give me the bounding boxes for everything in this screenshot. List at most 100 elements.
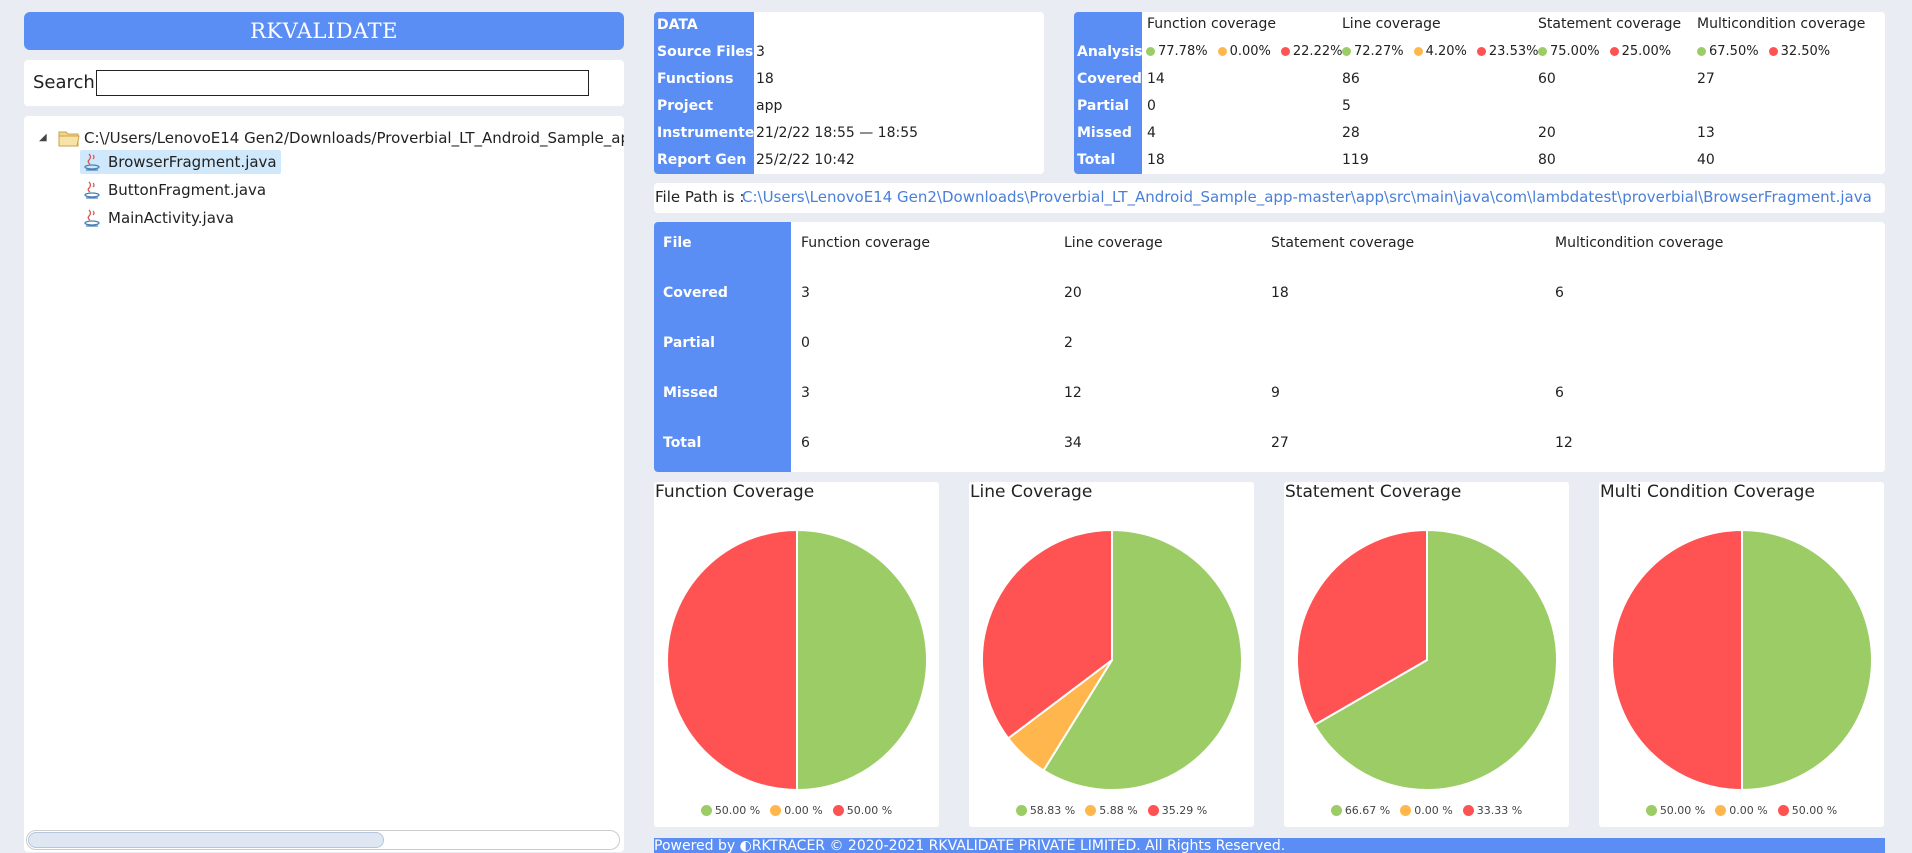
legend-item[interactable]: 0.00 %: [770, 804, 823, 817]
legend-label: 58.83 %: [1029, 804, 1076, 817]
scrollbar-thumb[interactable]: [28, 832, 384, 848]
status-dot-icon: [1217, 47, 1227, 56]
tree-root-folder[interactable]: C:\/Users/LenovoE14 Gen2/Downloads/Prove…: [84, 129, 624, 147]
column-header: Function coverage: [1147, 16, 1276, 32]
missed-slice[interactable]: [1296, 528, 1428, 727]
legend-item[interactable]: 50.00 %: [1645, 804, 1705, 817]
row-value: app: [756, 98, 783, 114]
row-key: Partial: [663, 335, 715, 351]
table-cell: 28: [1342, 125, 1360, 141]
legend-item[interactable]: 50.00 %: [1777, 804, 1837, 817]
covered-slice[interactable]: [1042, 528, 1243, 791]
row-key: Report Gen: [654, 147, 754, 174]
covered-slice[interactable]: [1741, 528, 1873, 792]
legend-dot-icon: [1330, 805, 1342, 816]
status-dot-icon: [1280, 47, 1290, 56]
table-cell: 34: [1064, 435, 1082, 451]
legend-dot-icon: [832, 805, 844, 816]
chart-title: Function Coverage: [655, 482, 815, 502]
legend-item[interactable]: 50.00 %: [700, 804, 761, 817]
table-cell: 119: [1342, 152, 1369, 168]
analysis-percentages: 77.78% 0.00% 22.22%: [1146, 44, 1352, 60]
percent-value: 25.00%: [1621, 44, 1672, 59]
chart-title: Statement Coverage: [1285, 482, 1462, 502]
tree-file-label: MainActivity.java: [108, 209, 234, 227]
chart-legend: 58.83 % 5.88 % 35.29 %: [969, 804, 1254, 817]
legend-item[interactable]: 58.83 %: [1015, 804, 1076, 817]
collapse-toggle-icon[interactable]: ◢: [39, 132, 47, 143]
missed-slice[interactable]: [981, 528, 1113, 740]
legend-item[interactable]: 50.00 %: [832, 804, 892, 817]
table-cell: 60: [1538, 71, 1556, 87]
covered-slice[interactable]: [1313, 528, 1558, 791]
table-cell: 20: [1064, 285, 1082, 301]
legend-label: 35.29 %: [1161, 804, 1208, 817]
table-row: Functions 18: [654, 66, 1044, 93]
table-cell: 6: [801, 435, 810, 451]
legend-dot-icon: [770, 805, 782, 816]
legend-item[interactable]: 33.33 %: [1462, 804, 1522, 817]
table-cell: 0: [1147, 98, 1156, 114]
legend-item[interactable]: 5.88 %: [1085, 804, 1138, 817]
legend-label: 50.00 %: [714, 804, 761, 817]
legend-label: 0.00 %: [1414, 804, 1453, 817]
status-dot-icon: [1609, 47, 1619, 56]
tree-file-label: BrowserFragment.java: [108, 153, 277, 171]
table-cell: 12: [1555, 435, 1573, 451]
covered-slice[interactable]: [796, 528, 928, 792]
legend-label: 0.00 %: [784, 804, 823, 817]
percent-value: 72.27%: [1354, 44, 1404, 59]
status-dot-icon: [1538, 47, 1547, 56]
column-header: Line coverage: [1342, 16, 1441, 32]
multicondition-coverage-chart: Multi Condition Coverage 50.00 % 0.00 % …: [1599, 482, 1884, 827]
table-cell: 86: [1342, 71, 1360, 87]
column-header: Line coverage: [1064, 235, 1163, 251]
table-cell: 12: [1064, 385, 1082, 401]
legend-dot-icon: [1645, 805, 1657, 816]
legend-item[interactable]: 0.00 %: [1400, 804, 1453, 817]
chart-legend: 66.67 % 0.00 % 33.33 %: [1284, 804, 1569, 817]
table-cell: 6: [1555, 385, 1564, 401]
tree-file-label: ButtonFragment.java: [108, 181, 267, 199]
table-cell: 9: [1271, 385, 1280, 401]
missed-slice[interactable]: [666, 528, 798, 792]
pie-chart: [981, 528, 1243, 791]
file-path-link[interactable]: C:\Users\LenovoE14 Gen2\Downloads\Prover…: [742, 188, 1872, 206]
row-key: Missed: [663, 385, 718, 401]
row-key: Project: [654, 93, 754, 120]
legend-item[interactable]: 66.67 %: [1330, 804, 1390, 817]
column-header: Multicondition coverage: [1555, 235, 1724, 251]
table-cell: 18: [1271, 285, 1289, 301]
column-header: Multicondition coverage: [1697, 16, 1866, 32]
chart-legend: 50.00 % 0.00 % 50.00 %: [1599, 804, 1884, 817]
missed-slice[interactable]: [1611, 528, 1743, 792]
table-cell: 3: [801, 385, 810, 401]
legend-item[interactable]: 0.00 %: [1715, 804, 1768, 817]
table-cell: 18: [1147, 152, 1165, 168]
pie-chart: [1611, 528, 1873, 792]
table-cell: 0: [801, 335, 810, 351]
row-value: 18: [756, 71, 774, 87]
line-coverage-chart: Line Coverage 58.83 % 5.88 % 35.29 %: [969, 482, 1254, 827]
legend-dot-icon: [1085, 805, 1097, 816]
percent-value: 4.20%: [1425, 44, 1467, 59]
tree-file-browserfragment[interactable]: BrowserFragment.java: [80, 150, 281, 174]
row-key: Functions: [654, 66, 754, 93]
function-coverage-chart: Function Coverage 50.00 % 0.00 % 50.00 %: [654, 482, 939, 827]
tree-file-mainactivity[interactable]: MainActivity.java: [80, 206, 238, 230]
row-value: 25/2/22 10:42: [756, 152, 855, 168]
legend-item[interactable]: 35.29 %: [1147, 804, 1208, 817]
table-cell: 27: [1697, 71, 1715, 87]
table-cell: 6: [1555, 285, 1564, 301]
coverage-percent: 75.00%: [1538, 44, 1600, 59]
java-file-icon: [84, 153, 100, 171]
column-header: Function coverage: [801, 235, 930, 251]
status-dot-icon: [1146, 47, 1155, 56]
table-cell: 13: [1697, 125, 1715, 141]
status-dot-icon: [1697, 47, 1706, 56]
tree-file-buttonfragment[interactable]: ButtonFragment.java: [80, 178, 270, 202]
search-bar: Search: [24, 60, 624, 106]
search-input[interactable]: [96, 70, 589, 96]
pie-chart: [1296, 528, 1558, 791]
horizontal-scrollbar[interactable]: [26, 830, 620, 850]
